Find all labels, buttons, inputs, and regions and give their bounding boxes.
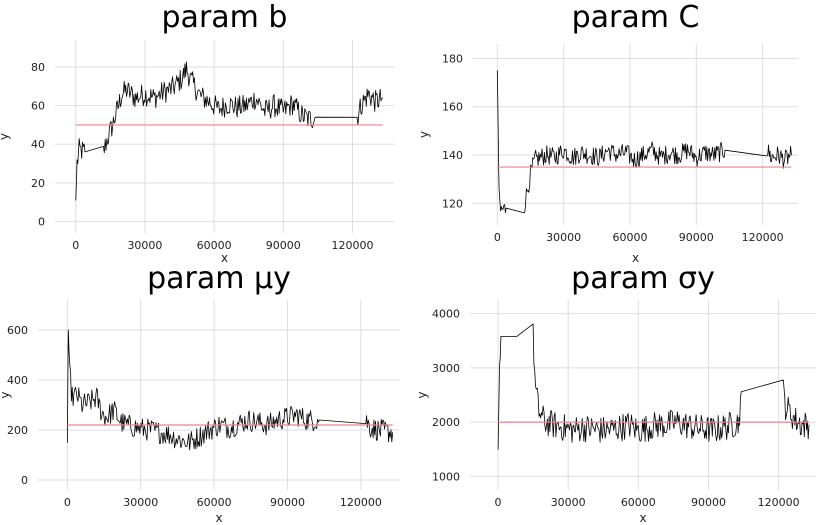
x-axis-label: x	[639, 511, 646, 525]
y-axis-label: y	[0, 133, 11, 140]
x-tick-label: 60000	[612, 231, 647, 244]
x-tick-label: 120000	[340, 496, 382, 509]
trace-line	[496, 70, 792, 214]
x-tick-label: 90000	[691, 496, 726, 509]
x-tick-label: 60000	[621, 496, 656, 509]
x-axis-label: x	[215, 511, 222, 525]
y-axis-label: y	[415, 391, 429, 398]
y-tick-label: 180	[442, 52, 463, 65]
panel-2: param C 0 30000 60000 90000 120000 120 140 160 18…	[417, 0, 798, 265]
y-tick-label: 120	[442, 197, 463, 210]
x-tick-label: 0	[72, 239, 79, 252]
x-tick-label: 0	[495, 496, 502, 509]
x-tick-label: 30000	[551, 496, 586, 509]
panel-title: param C	[572, 0, 700, 35]
y-tick-label: 4000	[432, 308, 460, 321]
panel-title: param σy	[571, 261, 715, 296]
y-tick-label: 600	[7, 324, 28, 337]
x-tick-label: 0	[494, 231, 501, 244]
x-tick-label: 120000	[758, 496, 800, 509]
x-tick-label: 90000	[266, 239, 301, 252]
y-tick-label: 400	[7, 374, 28, 387]
panel-3: param μy 0 30000 60000 90000 120000 0 200 400 600…	[0, 261, 400, 525]
y-tick-label: 3000	[432, 362, 460, 375]
trace-line	[75, 61, 383, 201]
x-tick-label: 120000	[331, 239, 373, 252]
x-tick-label: 0	[64, 496, 71, 509]
panel-1: param b 0 30000 60000 90000 120000 0 20 40 60 80 x y	[0, 0, 394, 265]
y-tick-label: 20	[31, 177, 45, 190]
y-tick-label: 160	[442, 101, 463, 114]
trace-line	[67, 329, 394, 451]
x-tick-label: 120000	[742, 231, 784, 244]
y-tick-label: 40	[31, 138, 45, 151]
x-tick-label: 90000	[679, 231, 714, 244]
panel-title: param μy	[147, 261, 291, 296]
x-tick-label: 30000	[123, 496, 158, 509]
x-tick-label: 30000	[127, 239, 162, 252]
panel-title: param b	[162, 0, 288, 35]
panel-4: param σy 0 30000 60000 90000 120000 1000 2000 30…	[415, 261, 816, 525]
y-tick-label: 140	[442, 149, 463, 162]
y-tick-label: 60	[31, 100, 45, 113]
y-tick-label: 0	[38, 215, 45, 228]
x-tick-label: 60000	[197, 239, 232, 252]
y-axis-label: y	[0, 391, 12, 398]
y-tick-label: 80	[31, 61, 45, 74]
trace-line	[497, 323, 810, 450]
y-tick-label: 1000	[432, 470, 460, 483]
x-tick-label: 60000	[197, 496, 232, 509]
y-axis-label: y	[417, 131, 431, 138]
y-tick-label: 0	[21, 474, 28, 487]
y-tick-label: 200	[7, 424, 28, 437]
y-tick-label: 2000	[432, 416, 460, 429]
x-tick-label: 30000	[546, 231, 581, 244]
x-axis-label: x	[632, 251, 639, 265]
x-axis-label: x	[221, 251, 228, 265]
x-tick-label: 90000	[270, 496, 305, 509]
